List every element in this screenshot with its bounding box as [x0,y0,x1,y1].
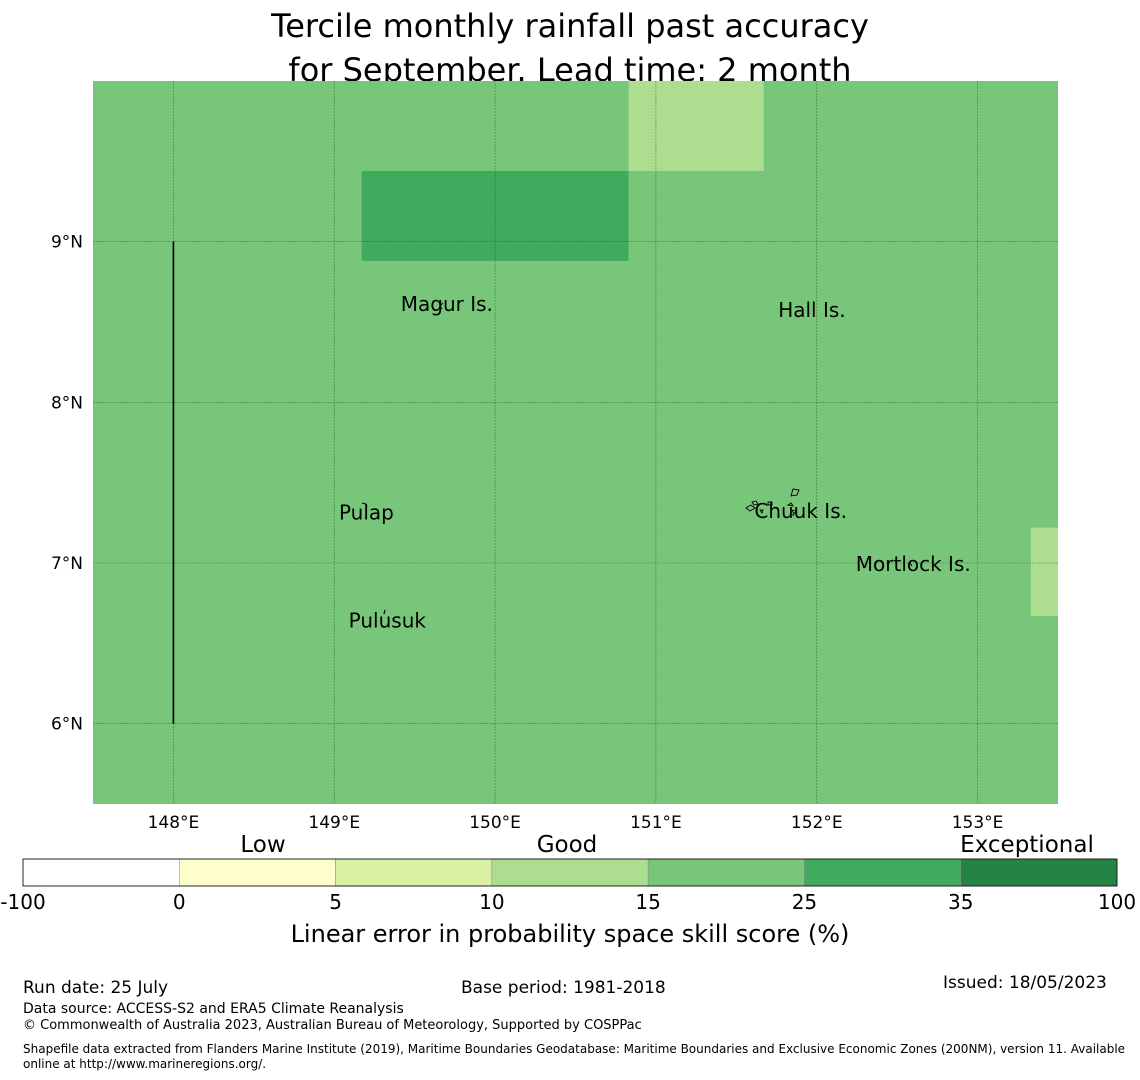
grid-cell-2 [1030,527,1058,617]
place-label: Hall Is. [778,298,845,322]
place-labels: Magur Is. Hall Is. Pulap Chuuk Is. Mortlock … [339,292,971,633]
place-label: Pulap [339,501,394,525]
colorbar-frame [22,858,1118,887]
map-area: 148°E 149°E 150°E 151°E 152°E 153°E 9°N 8°N 7°N 6… [51,81,1058,833]
colorbar-tick-label: -100 [0,890,45,914]
y-tick-label: 6°N [51,715,83,735]
colorbar-bin [335,858,493,887]
x-tick-label: 152°E [791,813,843,833]
colorbar-tick-label: 35 [948,890,973,914]
base-period: Base period: 1981-2018 [461,978,666,998]
mortlock-island-outline [909,562,913,567]
colorbar-tick-label: 25 [792,890,817,914]
colorbar-bin [647,858,805,887]
colorbar-bin [491,858,649,887]
map-title: Tercile monthly rainfall past accuracy f… [0,4,1140,92]
x-tick-label: 148°E [148,813,200,833]
colorbar-legend: -100 0 5 10 15 25 35 100 Low Good Exceptional Linea… [0,832,1136,948]
colorbar-category-label: Good [537,832,598,858]
grid-cell-1 [628,81,764,171]
x-tick-label: 151°E [630,813,682,833]
colorbar-bin [22,858,180,887]
run-date: Run date: 25 July [23,978,169,998]
x-tick-label: 150°E [469,813,521,833]
colorbar-category-label: Exceptional [960,832,1094,858]
colorbar-title: Linear error in probability space skill … [291,920,850,948]
y-tick-label: 7°N [51,554,83,574]
place-label: Pulusuk [349,608,427,632]
chuuk-island-outline [745,488,800,515]
colorbar-tick-label: 15 [635,890,660,914]
shapefile-credit: Shapefile data extracted from Flanders M… [23,1042,1126,1071]
colorbar-tick-label: 0 [173,890,186,914]
colorbar-category-label: Low [240,832,285,858]
pulusuk-island-outline [383,609,386,615]
colorbar-bin [960,858,1118,887]
data-source: Data source: ACCESS-S2 and ERA5 Climate … [23,1001,404,1017]
x-tick-label: 149°E [308,813,360,833]
y-tick-label: 9°N [51,233,83,253]
colorbar-tick-label: 5 [329,890,342,914]
magur-island-outline [439,302,444,310]
colorbar-tick-label: 100 [1098,890,1136,914]
x-tick-label: 153°E [952,813,1004,833]
place-label: Mortlock Is. [856,552,971,576]
island-coastlines [361,302,913,615]
issued-date: Issued: 18/05/2023 [943,973,1107,993]
place-label: Chuuk Is. [754,499,847,523]
y-tick-label: 8°N [51,393,83,413]
colorbar-bin [179,858,336,887]
colorbar-bin [804,858,961,887]
pulap-island-outline [361,502,368,508]
map-title-line-1: Tercile monthly rainfall past accuracy [271,7,869,45]
colorbar-tick-label: 10 [479,890,504,914]
grid-cell-0 [361,170,629,261]
copyright-notice: © Commonwealth of Australia 2023, Austra… [23,1018,642,1033]
skill-score-map: 148°E 149°E 150°E 151°E 152°E 153°E 9°N 8°N 7°N 6… [0,81,1136,948]
place-label: Magur Is. [401,292,493,316]
